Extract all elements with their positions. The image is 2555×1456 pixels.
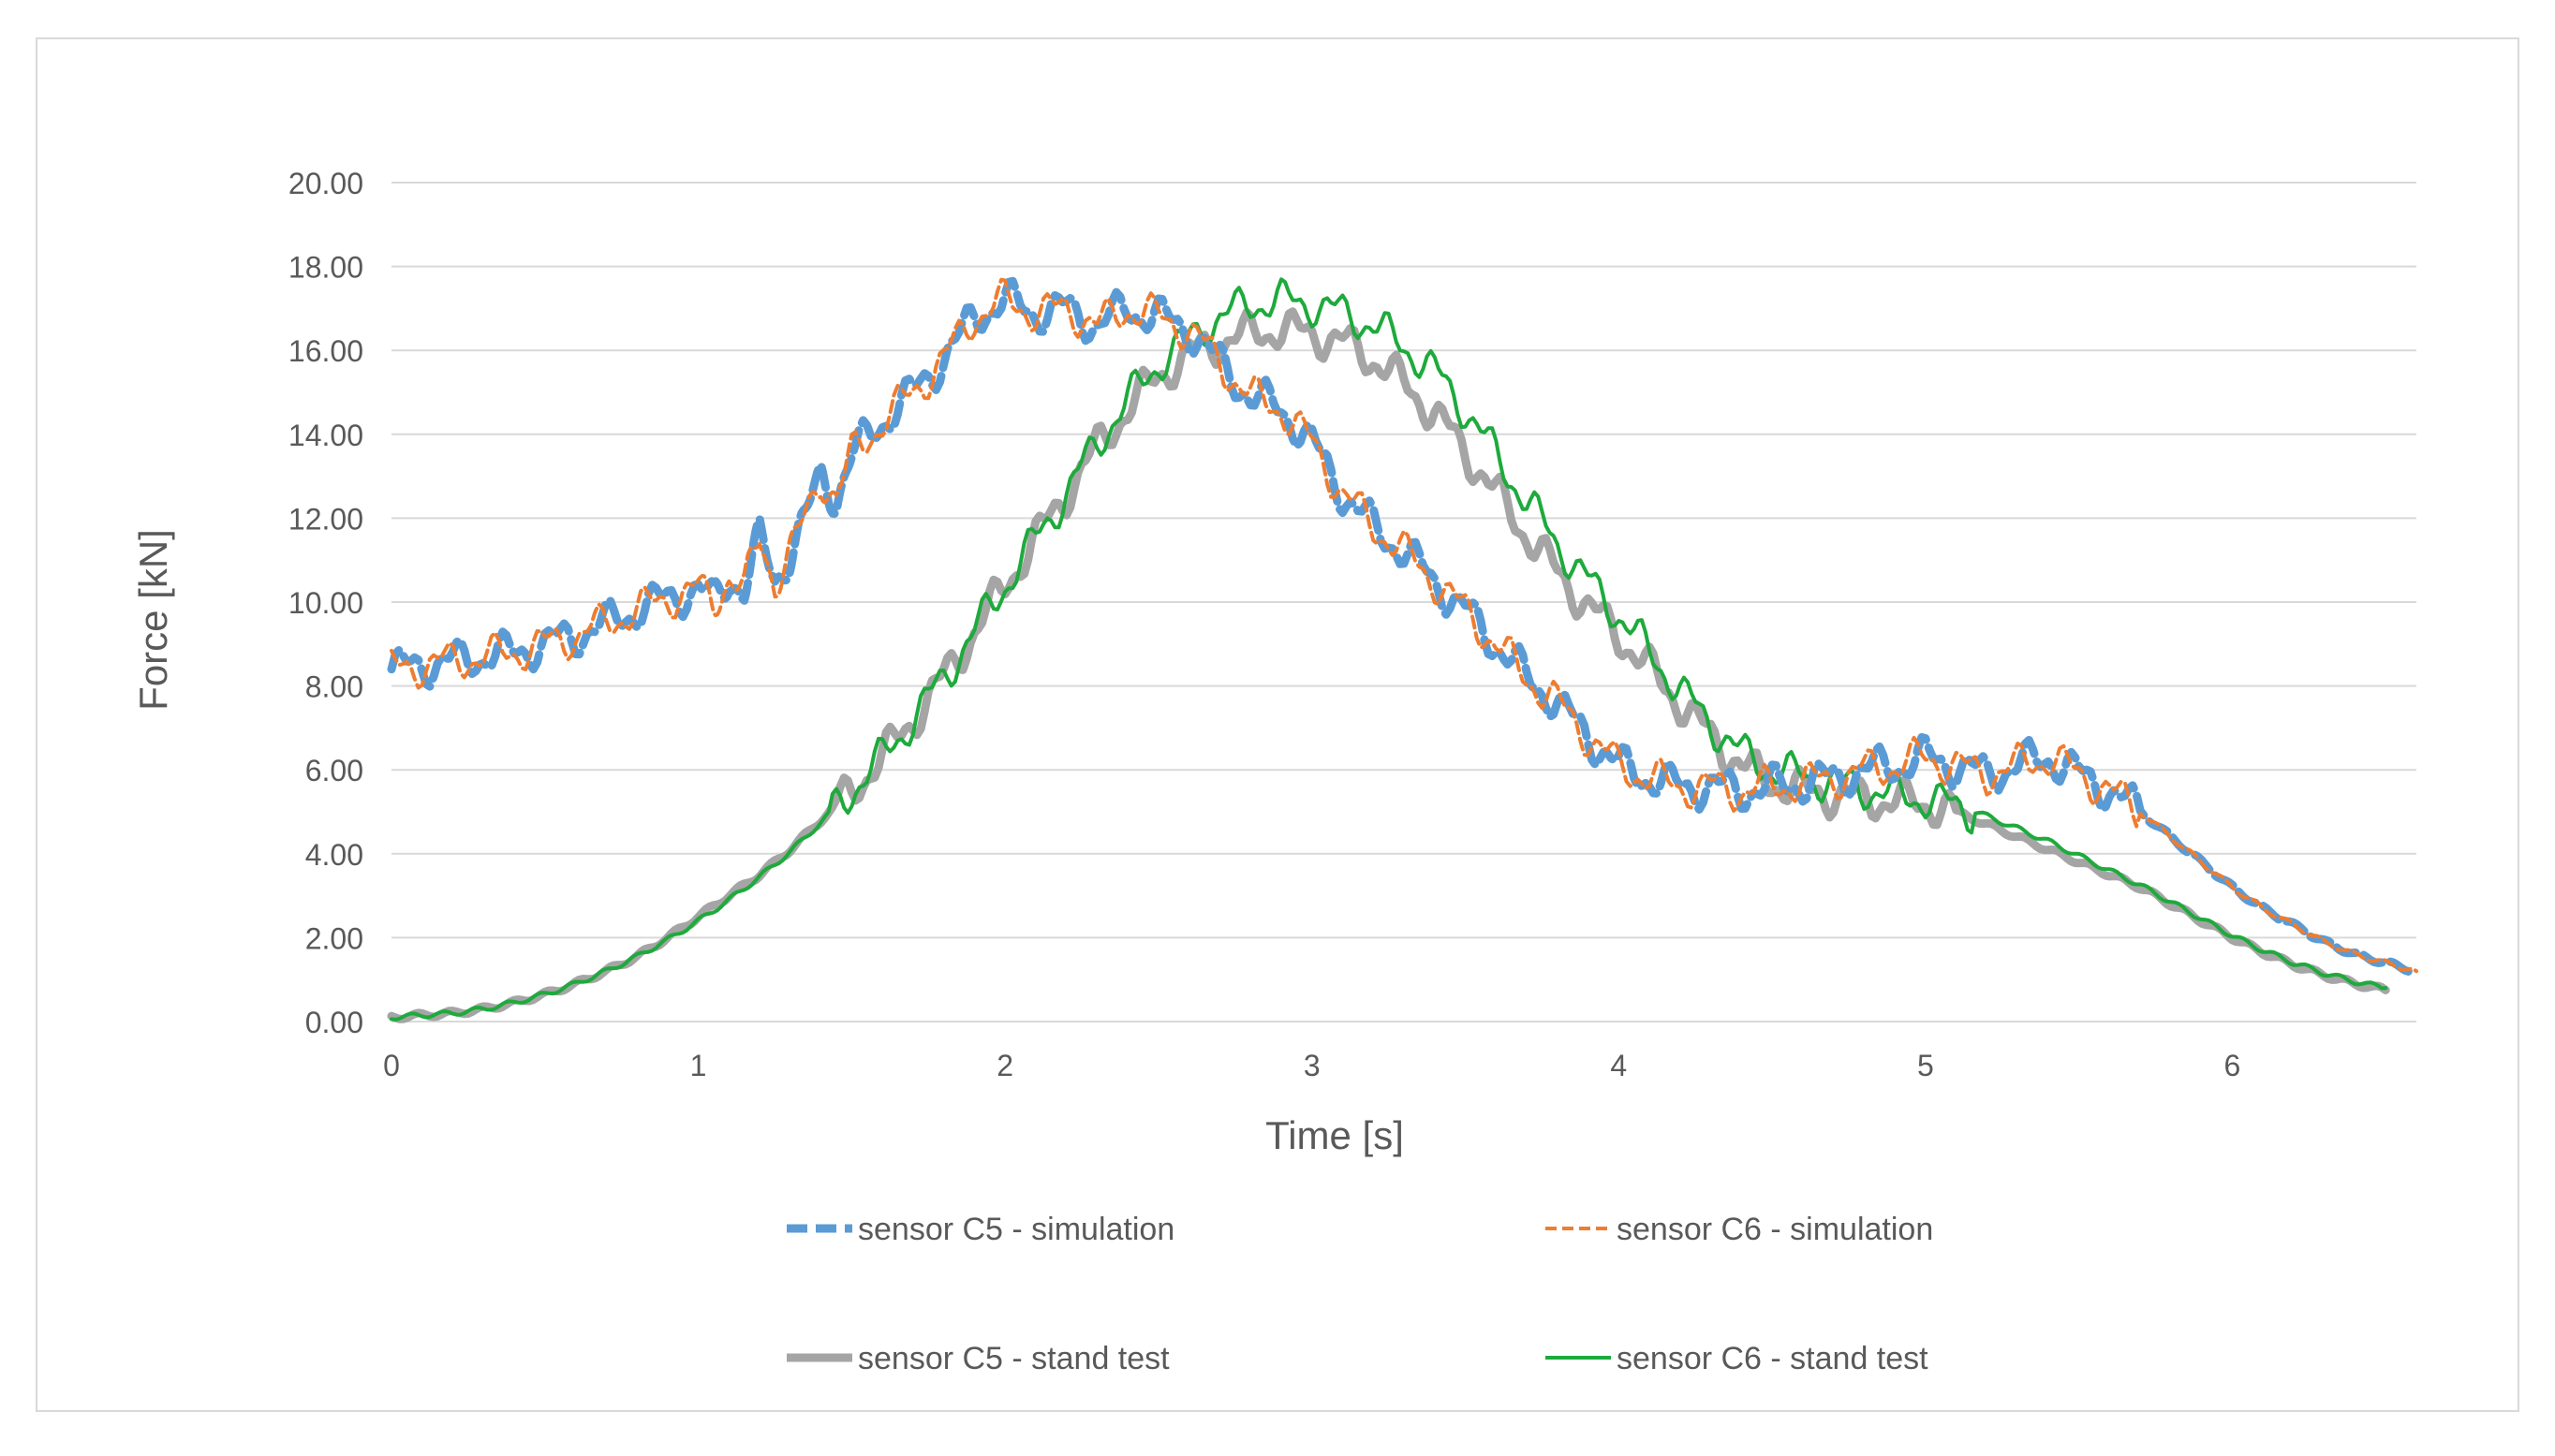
y-tick-label: 6.00	[305, 754, 363, 787]
legend: sensor C5 - simulation sensor C6 - simula…	[787, 1212, 1933, 1376]
x-tick-label: 1	[690, 1049, 707, 1082]
chart-canvas: 0.00 2.00 4.00 6.00 8.00 10.00 12.00 14.00 16.00…	[131, 167, 2421, 1376]
x-axis-title: Time [s]	[1265, 1113, 1404, 1157]
y-tick-label: 16.00	[288, 334, 363, 368]
series-line-2	[390, 277, 2418, 974]
legend-label: sensor C5 - stand test	[858, 1341, 1170, 1376]
y-tick-label: 4.00	[305, 838, 363, 872]
y-tick-label: 12.00	[288, 502, 363, 536]
x-axis-ticks: 0 1 2 3 4 5 6	[383, 1049, 2240, 1082]
series-line-4	[390, 277, 2388, 1022]
series-line-3	[387, 307, 2390, 1023]
y-tick-label: 10.00	[288, 586, 363, 620]
x-tick-label: 4	[1610, 1049, 1627, 1082]
series-line-1	[387, 276, 2421, 977]
series-lines	[387, 276, 2421, 1023]
x-tick-label: 2	[997, 1049, 1013, 1082]
y-tick-label: 8.00	[305, 670, 363, 704]
y-axis-title: Force [kN]	[131, 529, 175, 711]
x-tick-label: 6	[2224, 1049, 2241, 1082]
y-tick-label: 0.00	[305, 1006, 363, 1039]
y-tick-label: 14.00	[288, 419, 363, 452]
y-axis-ticks: 0.00 2.00 4.00 6.00 8.00 10.00 12.00 14.00 16.00…	[288, 167, 363, 1039]
legend-item-4: sensor C6 - stand test	[1545, 1341, 1928, 1376]
x-tick-label: 3	[1304, 1049, 1321, 1082]
legend-label: sensor C6 - stand test	[1617, 1341, 1928, 1376]
legend-item-3: sensor C5 - stand test	[787, 1341, 1170, 1376]
y-tick-label: 2.00	[305, 921, 363, 955]
x-tick-label: 0	[383, 1049, 400, 1082]
legend-item-1: sensor C5 - simulation	[787, 1212, 1174, 1247]
legend-label: sensor C5 - simulation	[858, 1212, 1174, 1247]
x-tick-label: 5	[1917, 1049, 1934, 1082]
y-tick-label: 18.00	[288, 251, 363, 285]
gridlines	[391, 182, 2416, 939]
chart-area: 0.00 2.00 4.00 6.00 8.00 10.00 12.00 14.00 16.00…	[36, 37, 2519, 1412]
y-tick-label: 20.00	[288, 167, 363, 200]
legend-label: sensor C6 - simulation	[1617, 1212, 1933, 1247]
legend-item-2: sensor C6 - simulation	[1545, 1212, 1933, 1247]
